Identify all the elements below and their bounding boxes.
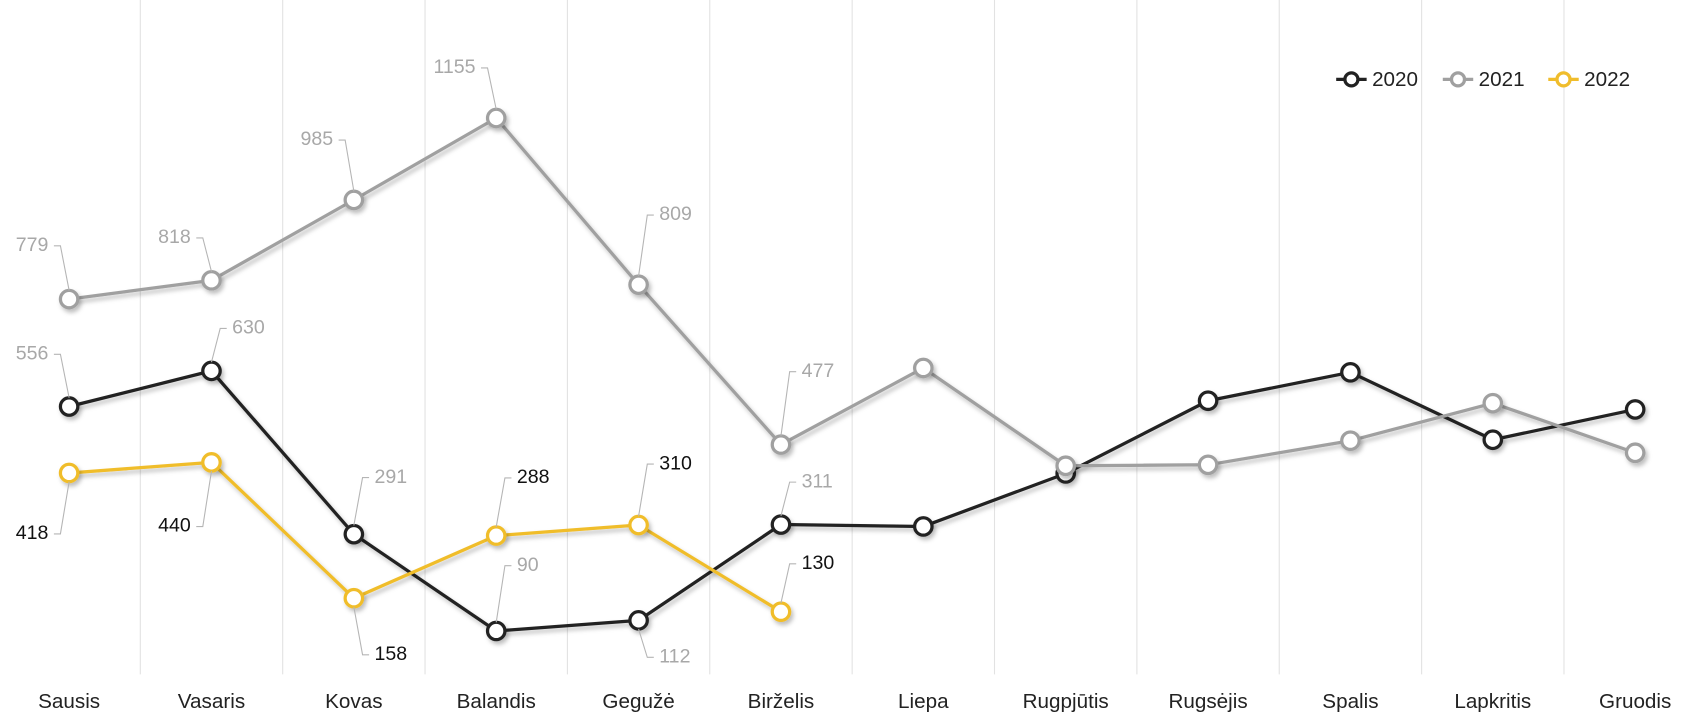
legend-marker	[1343, 71, 1360, 88]
data-label: 291	[375, 466, 408, 488]
data-point	[1624, 442, 1646, 464]
data-point	[628, 274, 649, 295]
legend-label: 2020	[1372, 68, 1418, 91]
label-leader	[638, 628, 654, 658]
legend-label: 2021	[1479, 68, 1525, 91]
x-tick-label: Rugsėjis	[1168, 690, 1247, 713]
data-label: 556	[16, 342, 49, 364]
data-point	[770, 514, 792, 535]
legend-marker	[1449, 71, 1467, 88]
legend-item: 2022	[1548, 68, 1630, 91]
data-label: 477	[802, 360, 835, 382]
x-tick-label: Gruodis	[1599, 690, 1671, 713]
data-label: 90	[517, 554, 539, 576]
data-point	[1197, 390, 1219, 412]
series: 556 630 291 90 112 311	[16, 317, 1646, 668]
label-leader	[480, 67, 497, 110]
label-leader	[53, 245, 70, 291]
data-label: 630	[232, 317, 265, 339]
data-point	[201, 269, 222, 291]
data-point	[485, 525, 507, 546]
legend-label: 2022	[1584, 68, 1630, 91]
data-point	[912, 357, 934, 379]
label-leader	[638, 214, 654, 277]
data-point	[485, 107, 507, 129]
series-line	[68, 116, 1636, 468]
x-tick-label: Rugpjūtis	[1023, 690, 1109, 713]
data-label: 418	[16, 522, 49, 544]
data-point	[1624, 399, 1646, 420]
data-point	[1482, 392, 1504, 414]
label-leader	[196, 471, 213, 528]
data-point	[1482, 429, 1504, 451]
x-tick-label: Birželis	[748, 690, 815, 713]
x-tick-label: Vasaris	[178, 690, 245, 713]
data-point	[343, 189, 365, 211]
data-label: 288	[517, 466, 550, 488]
data-point	[485, 620, 507, 642]
data-point	[343, 587, 365, 609]
data-point	[770, 434, 792, 455]
data-point	[912, 516, 934, 537]
label-leader	[780, 371, 797, 436]
data-point	[1340, 430, 1361, 452]
data-label: 809	[659, 203, 692, 225]
label-leader	[353, 477, 370, 526]
legend-item: 2021	[1442, 68, 1525, 91]
label-leader	[53, 481, 70, 535]
series-line	[68, 460, 782, 614]
data-point	[628, 514, 649, 536]
label-leader	[196, 237, 213, 272]
data-label: 818	[158, 226, 191, 248]
x-tick-label: Lapkritis	[1454, 690, 1531, 713]
data-label: 158	[375, 643, 408, 665]
data-label: 311	[802, 470, 833, 492]
x-tick-label: Spalis	[1322, 690, 1378, 713]
data-point	[1055, 455, 1077, 477]
label-leader	[638, 463, 654, 517]
data-label: 310	[659, 452, 692, 474]
data-point	[343, 523, 365, 545]
x-tick-label: Kovas	[325, 690, 382, 713]
label-leader	[780, 563, 797, 604]
data-point	[1340, 361, 1361, 383]
x-tick-label: Liepa	[898, 690, 949, 713]
data-label: 440	[158, 515, 191, 537]
data-label: 112	[659, 646, 690, 668]
label-leader	[780, 481, 797, 516]
data-point	[1197, 454, 1219, 476]
label-leader	[353, 606, 370, 656]
data-label: 130	[802, 552, 835, 574]
label-leader	[210, 327, 227, 363]
data-point	[770, 601, 792, 623]
x-tick-label: Balandis	[457, 690, 536, 713]
data-label: 985	[301, 128, 334, 150]
data-point	[58, 288, 80, 310]
data-label: 779	[16, 234, 49, 256]
legend-marker	[1555, 71, 1572, 88]
label-leader	[53, 353, 70, 398]
x-tick-label: Gegužė	[602, 690, 674, 713]
data-label: 1155	[433, 56, 475, 78]
series: 418 440 158 288 310 130	[16, 452, 835, 665]
data-point	[201, 452, 222, 473]
label-leader	[495, 565, 512, 623]
x-tick-label: Sausis	[38, 690, 100, 713]
series-line	[68, 369, 1636, 633]
data-point	[628, 610, 649, 631]
legend-item: 2020	[1336, 68, 1418, 91]
label-leader	[338, 139, 355, 192]
label-leader	[495, 477, 512, 527]
series: 779 818 985 1155 809 477	[16, 56, 1646, 477]
data-point	[58, 462, 80, 484]
data-point	[58, 396, 80, 417]
data-point	[201, 360, 222, 382]
